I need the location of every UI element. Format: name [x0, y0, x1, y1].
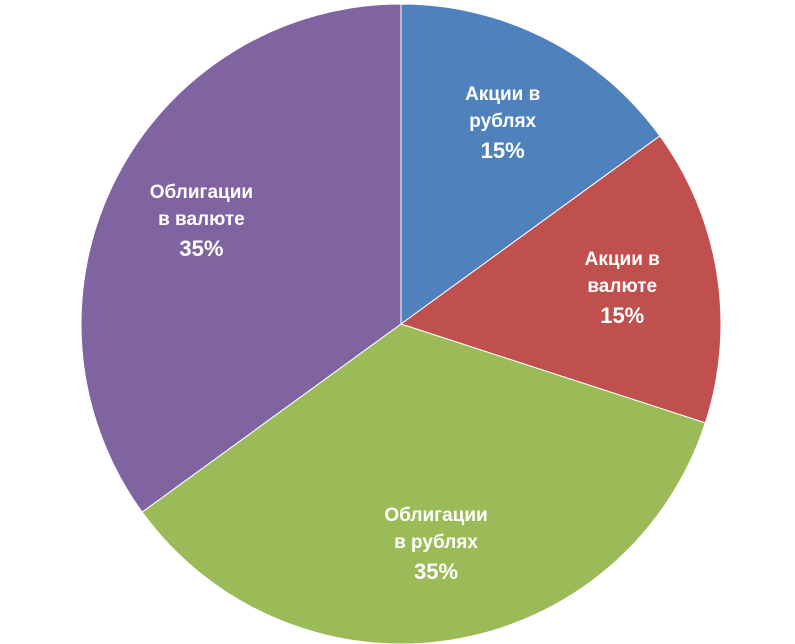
value-label: 35% — [179, 236, 224, 262]
slice-label: Акции в рублях 15% — [447, 81, 559, 167]
value-label: 15% — [600, 302, 645, 328]
category-label: Акции в валюте — [584, 248, 660, 297]
value-label: 35% — [414, 559, 459, 585]
slice-label: Облигации в валюте 35% — [145, 179, 257, 265]
category-label: Облигации в валюте — [149, 182, 254, 231]
value-label: 15% — [480, 138, 525, 164]
category-label: Акции в рублях — [465, 84, 541, 133]
slice-label: Облигации в рублях 35% — [380, 502, 492, 588]
slice-label: Акции в валюте 15% — [566, 246, 678, 332]
pie-slice — [399, 135, 722, 424]
category-label: Облигации в рублях — [384, 505, 488, 554]
pie-slice — [141, 323, 706, 644]
pie-slice — [80, 3, 402, 513]
pie-slice — [400, 3, 661, 325]
